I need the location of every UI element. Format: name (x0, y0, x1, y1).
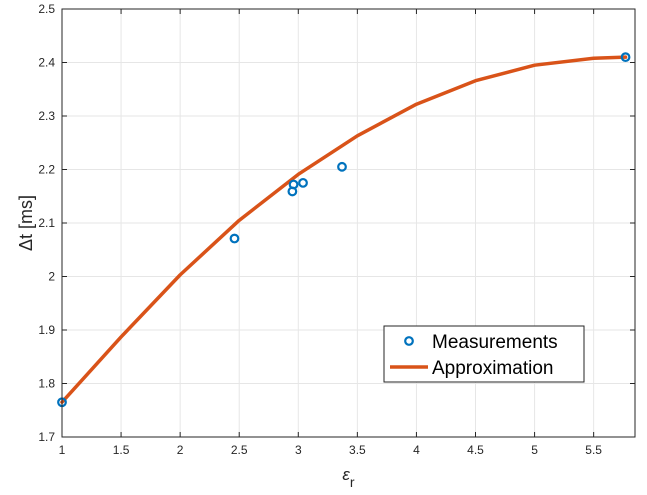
y-tick-label: 2.2 (38, 163, 55, 177)
y-tick-label: 1.9 (38, 323, 55, 337)
legend: Measurements Approximation (383, 325, 585, 383)
x-tick-label: 3 (295, 443, 302, 457)
y-tick-label: 2 (48, 270, 55, 284)
x-tick-label: 1.5 (113, 443, 130, 457)
legend-label-measurements: Measurements (432, 332, 558, 353)
x-tick-label: 4 (413, 443, 420, 457)
measurement-point (298, 177, 308, 188)
measurement-point (337, 161, 347, 172)
x-tick-label: 4.5 (467, 443, 484, 457)
approximation-line (60, 55, 628, 404)
measurement-point (229, 233, 240, 244)
axis-ticks: 1 1.5 2 2.5 3 3.5 4 4.5 5 5.5 1.7 1.8 1.9 2 2.1 2.2 2.3 2… (38, 2, 635, 457)
x-tick-label: 2.5 (231, 443, 248, 457)
x-axis-label-sub: r (350, 474, 355, 490)
x-tick-label: 5 (531, 443, 538, 457)
y-tick-label: 1.7 (38, 430, 55, 444)
measurement-point (288, 179, 299, 190)
legend-marker-measurements (404, 336, 414, 346)
y-tick-label: 1.8 (38, 377, 55, 391)
y-tick-label: 2.4 (38, 56, 55, 70)
x-axis-label: εr (342, 465, 354, 490)
y-axis-label: Δt [ms] (16, 195, 36, 251)
y-tick-label: 2.5 (38, 2, 55, 16)
measurement-point (620, 52, 631, 63)
y-tick-label: 2.1 (38, 216, 55, 230)
x-axis-label-main: ε (342, 465, 350, 484)
legend-box (383, 325, 585, 383)
measurements-series (57, 52, 631, 408)
x-tick-label: 3.5 (349, 443, 366, 457)
x-tick-label: 2 (177, 443, 184, 457)
approximation-series (60, 55, 628, 404)
x-tick-label: 5.5 (585, 443, 602, 457)
x-tick-label: 1 (59, 443, 66, 457)
y-tick-label: 2.3 (38, 109, 55, 123)
legend-label-approximation: Approximation (432, 358, 553, 379)
